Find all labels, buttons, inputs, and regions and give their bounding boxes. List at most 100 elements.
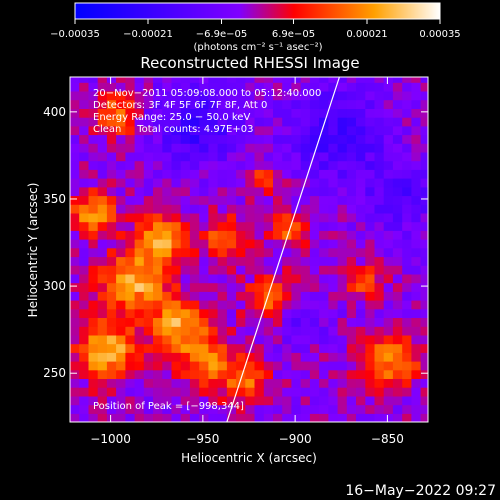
heatmap-cell [337,334,348,345]
heatmap-cell [374,186,385,197]
heatmap-cell [79,282,89,292]
heatmap-cell [374,143,385,153]
heatmap-cell [420,326,428,336]
heatmap-cell [291,160,302,170]
heatmap-cell [236,326,246,336]
heatmap-cell [273,308,283,318]
heatmap-cell [291,239,302,249]
heatmap-cell [383,317,394,327]
heatmap-cell [245,334,256,345]
heatmap-cell [254,108,265,118]
heatmap-cell [402,308,412,318]
heatmap-cell [153,369,163,379]
heatmap-cell [319,169,329,179]
heatmap-cell [116,404,126,414]
heatmap-cell [420,160,428,170]
heatmap-cell [236,99,246,109]
x-tick-label: −900 [279,432,312,446]
heatmap-cell [374,212,385,223]
heatmap-cell [199,99,209,109]
heatmap-cell [420,221,428,231]
heatmap-cell [291,378,302,388]
heatmap-cell [263,169,274,179]
heatmap-cell [383,239,394,249]
heatmap-cell [236,77,246,83]
heatmap-cell [236,221,246,231]
heatmap-cell [328,334,339,345]
x-tick-label: −950 [186,432,219,446]
heatmap-cell [79,256,89,266]
heatmap-cell [282,387,292,397]
heatmap-cell [143,378,154,388]
heatmap-cell [134,334,145,345]
heatmap-cell [420,334,428,345]
heatmap-cell [236,151,246,162]
heatmap-cell [337,291,348,301]
heatmap-cell [356,308,366,318]
heatmap-cell [189,256,200,266]
heatmap-cell [282,265,292,275]
heatmap-cell [153,326,163,336]
heatmap-cell [171,221,182,231]
heatmap-cell [254,265,265,275]
heatmap-cell [180,317,191,327]
y-tick-label: 250 [43,366,66,380]
heatmap-cell [116,282,126,292]
heatmap-cell [70,352,80,362]
heatmap-cell [106,352,117,362]
heatmap-cell [217,125,228,136]
heatmap-cell [309,265,320,275]
heatmap-cell [420,134,428,144]
heatmap-cell [125,413,136,422]
heatmap-cell [291,195,302,205]
heatmap-cell [134,117,145,127]
heatmap-cell [236,361,246,371]
heatmap-cell [319,273,329,284]
heatmap-cell [337,134,348,144]
heatmap-cell [300,82,311,92]
heatmap-cell [180,308,191,318]
heatmap-cell [411,395,422,406]
heatmap-cell [125,221,136,231]
heatmap-cell [263,99,274,109]
heatmap-cell [143,178,154,188]
heatmap-cell [383,108,394,118]
heatmap-cell [236,82,246,92]
heatmap-cell [88,160,99,170]
heatmap-cell [199,195,209,205]
heatmap-cell [116,300,126,310]
heatmap-cell [356,256,366,266]
heatmap-cell [208,82,219,92]
heatmap-cell [125,326,136,336]
heatmap-cell [263,90,274,101]
heatmap-cell [116,291,126,301]
heatmap-cell [97,117,108,127]
heatmap-cell [79,186,89,197]
heatmap-cell [392,239,403,249]
heatmap-cell [383,378,394,388]
heatmap-cell [171,125,182,136]
heatmap-cell [97,308,108,318]
heatmap-cell [125,117,136,127]
heatmap-cell [420,247,428,258]
heatmap-cell [106,99,117,109]
heatmap-cell [263,134,274,144]
heatmap-cell [273,186,283,197]
heatmap-cell [226,265,237,275]
heatmap-cell [254,204,265,214]
heatmap-cell [162,212,173,223]
heatmap-cell [208,195,219,205]
heatmap-cell [79,230,89,240]
heatmap-cell [273,195,283,205]
heatmap-cell [328,160,339,170]
heatmap-cell [79,134,89,144]
heatmap-cell [162,247,173,258]
heatmap-cell [97,352,108,362]
heatmap-cell [356,361,366,371]
heatmap-cell [273,352,283,362]
heatmap-cell [171,204,182,214]
heatmap-cell [171,247,182,258]
heatmap-cell [346,256,357,266]
heatmap-cell [88,387,99,397]
heatmap-cell [70,256,80,266]
